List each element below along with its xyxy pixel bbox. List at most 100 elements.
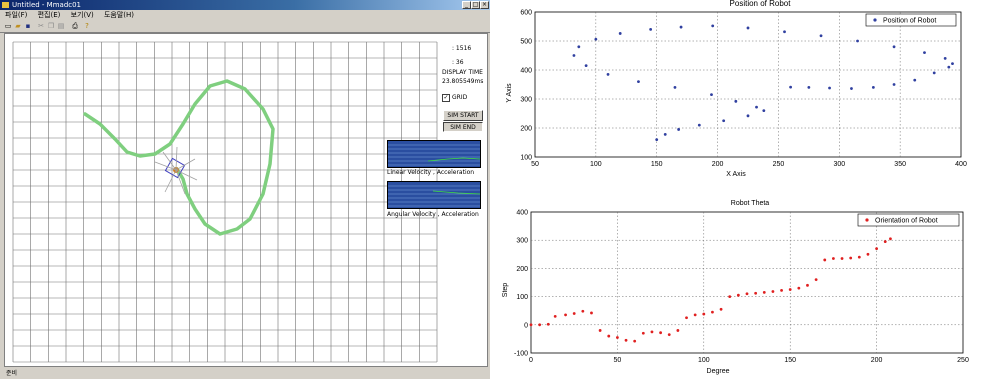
data-point [685, 316, 688, 320]
menu-view[interactable]: 보기(V) [70, 11, 94, 19]
data-point [649, 28, 653, 31]
data-point [849, 256, 853, 260]
sim-start-button[interactable]: SIM START [443, 110, 483, 121]
sensor-ray [162, 151, 177, 171]
angular-velocity-trace [388, 185, 480, 207]
data-point [943, 57, 947, 60]
data-point [762, 109, 766, 112]
sensor-ray [175, 169, 186, 195]
data-point [711, 24, 715, 28]
cut-icon[interactable]: ✂ [38, 22, 44, 30]
data-point [783, 30, 786, 34]
linear-velocity-plot [387, 140, 481, 168]
menu-bar: 파일(F) 편집(E) 보기(V) 도움말(H) [0, 10, 490, 20]
sensor-rays [154, 146, 198, 195]
copy-icon[interactable]: ❐ [47, 22, 55, 30]
y-tick-label: 0 [524, 322, 528, 329]
x-tick-label: 150 [784, 357, 796, 364]
menu-file[interactable]: 파일(F) [5, 11, 28, 19]
x-tick-label: 0 [529, 357, 533, 364]
grid-checkbox[interactable]: ✓ [442, 94, 450, 102]
print-icon[interactable]: ⎙ [72, 22, 78, 30]
data-point [584, 64, 588, 68]
data-point [677, 128, 681, 131]
data-point [850, 87, 853, 90]
legend-box [857, 213, 960, 227]
x-tick-label: 250 [773, 161, 785, 168]
data-point [947, 65, 951, 69]
sim-end-button[interactable]: SIM END [443, 122, 483, 132]
y-tick-label: 400 [520, 68, 532, 75]
y-tick-label: 300 [516, 238, 528, 245]
data-point [913, 78, 917, 82]
maximize-icon[interactable]: □ [471, 1, 480, 9]
y-tick-label: 300 [520, 97, 532, 104]
data-point [819, 34, 823, 38]
simulation-view: : 1516 : 36 DISPLAY TIME 23.805549ms ✓ G… [4, 33, 488, 367]
data-point [923, 51, 926, 54]
data-point [594, 37, 598, 41]
data-point [618, 32, 622, 35]
data-point [679, 25, 683, 29]
help-icon[interactable]: ? [85, 22, 89, 30]
close-icon[interactable]: × [480, 1, 489, 9]
data-point [659, 331, 662, 335]
simulator-window: Untitled - Mmadc01 _ □ × 파일(F) 편집(E) 보기(… [0, 0, 490, 379]
data-point [892, 83, 896, 86]
position-plot: 50 100 150 200 250 300 350 40010020030040050060… [520, 10, 967, 169]
menu-help[interactable]: 도움말(H) [103, 11, 135, 19]
plot-area [534, 11, 962, 158]
chart-panel: Position of Robot X Axis Y Axis 50 100 150… [496, 0, 981, 379]
x-tick-label: 350 [894, 161, 906, 168]
data-point [814, 278, 818, 282]
data-point [857, 255, 861, 259]
x-tick-label: 300 [833, 161, 845, 168]
chart2-title: Robot Theta [731, 200, 770, 207]
data-point [676, 329, 680, 332]
data-point [624, 338, 628, 342]
data-point [702, 312, 706, 316]
data-point [590, 311, 593, 315]
robot-path-trail [83, 79, 275, 236]
data-point [693, 313, 697, 317]
data-point [650, 330, 654, 334]
charts-svg: Position of Robot X Axis Y Axis 50 100 150… [502, 0, 969, 375]
legend-label: Position of Robot [883, 18, 936, 25]
data-point [719, 307, 723, 311]
save-icon[interactable]: ▪ [25, 22, 31, 30]
status-text: 준비 [6, 370, 18, 377]
data-point [828, 86, 831, 90]
y-tick-label: 100 [516, 294, 528, 301]
data-point [667, 333, 671, 337]
chart1-xlabel: X Axis [726, 171, 746, 178]
menu-edit[interactable]: 편집(E) [37, 11, 61, 19]
data-point [598, 329, 602, 332]
display-time-value: 23.805549ms [442, 78, 484, 85]
window-title: Untitled - Mmadc01 [12, 1, 82, 9]
data-point [762, 290, 766, 294]
sensor-ray [164, 169, 177, 193]
robot-body [164, 157, 186, 179]
minimize-icon[interactable]: _ [462, 1, 471, 9]
paste-icon[interactable]: ▤ [57, 22, 65, 30]
new-file-icon[interactable]: ▭ [4, 22, 12, 30]
data-point [866, 252, 870, 256]
data-point [806, 283, 809, 287]
data-point [538, 323, 542, 327]
data-point [606, 72, 610, 76]
x-tick-label: 50 [614, 357, 622, 364]
data-point [710, 93, 713, 97]
data-point [637, 80, 640, 83]
x-tick-label: 250 [957, 357, 969, 364]
data-point [745, 292, 749, 296]
title-bar[interactable]: Untitled - Mmadc01 _ □ × [0, 0, 490, 10]
data-point [564, 313, 567, 317]
open-folder-icon[interactable]: ▰ [15, 22, 21, 30]
x-tick-label: 400 [955, 161, 967, 168]
data-point [673, 86, 677, 89]
x-tick-label: 50 [531, 161, 539, 168]
data-point [932, 71, 936, 75]
data-point [722, 119, 726, 123]
sensor-ray [175, 169, 198, 181]
angular-velocity-caption: Angular Velocity , Acceleration [387, 211, 479, 218]
